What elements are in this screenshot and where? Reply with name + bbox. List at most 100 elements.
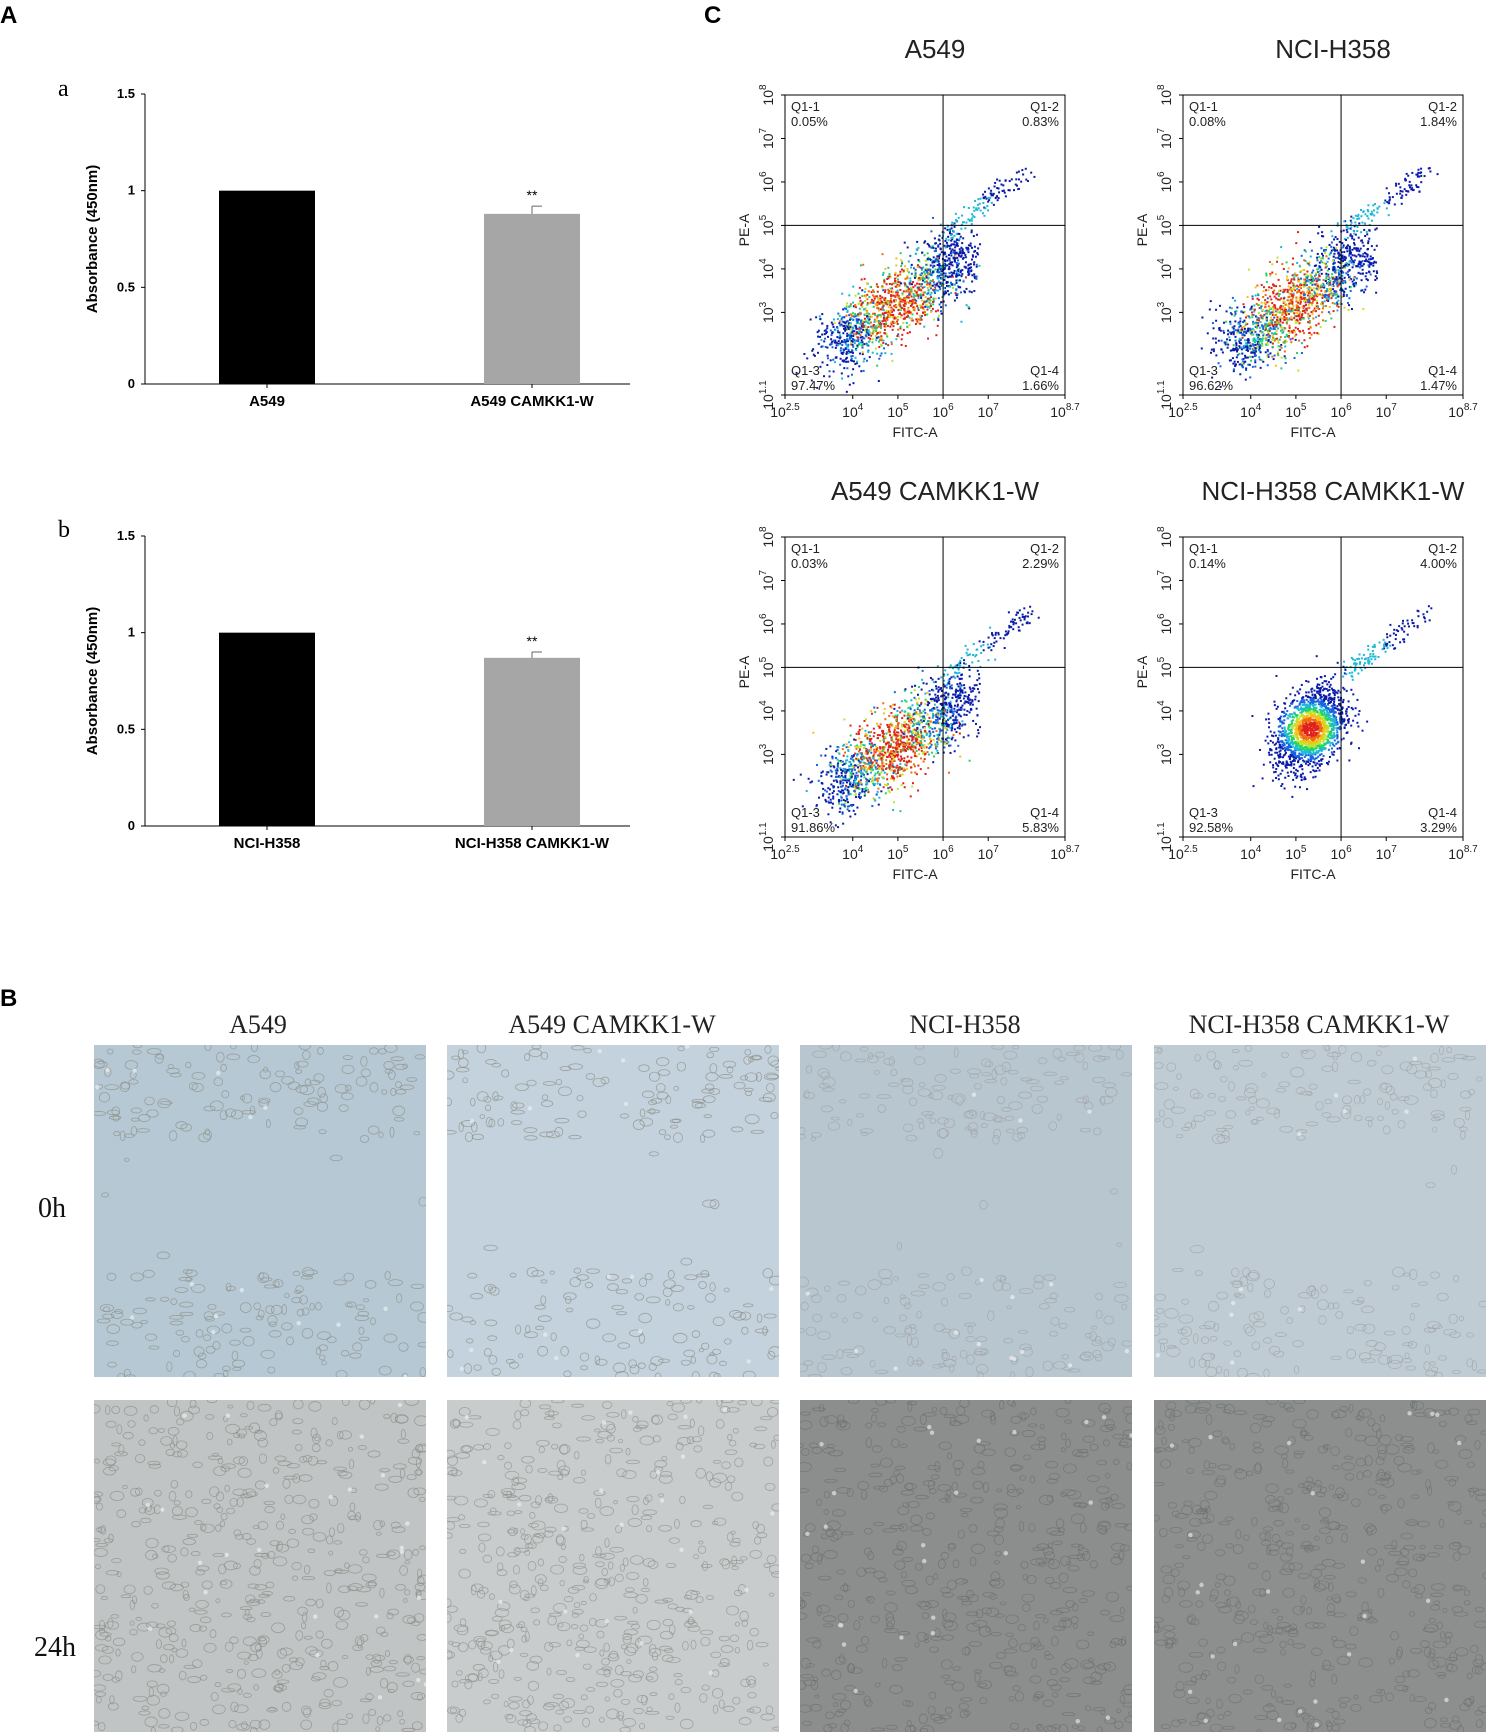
quadrant-percent: 4.00%: [1420, 556, 1457, 571]
scatter-points: [792, 605, 1040, 829]
flow-plot-title: NCI-H358 CAMKK1-W: [1202, 476, 1465, 506]
y-tick-label: 105: [758, 656, 776, 678]
x-tick-label: 105: [1285, 844, 1307, 862]
x-tick-label: 105: [1285, 402, 1307, 420]
quadrant-label: Q1-4: [1428, 363, 1457, 378]
x-tick-label: 106: [932, 402, 954, 420]
bar: [219, 190, 315, 384]
bar-chart-a: 0 0.5 1 1.5 Absorbance (450nm) A549 A549 CAMKK…: [84, 86, 630, 410]
significance-label: **: [527, 187, 538, 203]
image-background: [447, 1045, 779, 1377]
panel-label-C: C: [704, 2, 722, 29]
wound-column-title-a549-camkk1-w: A549 CAMKK1-W: [508, 1010, 716, 1039]
cell-texture: [1154, 1400, 1486, 1732]
flow-plot-nci-h358-camkk1-w: NCI-H358 CAMKK1-W Q1-10.14% Q1-24.00% Q1-39…: [1134, 476, 1478, 882]
y-tick-label: 0.5: [117, 279, 135, 294]
wound-image-0h-col4: [1154, 1045, 1486, 1377]
x-tick-label: 106: [932, 844, 954, 862]
y-tick-label: 101.1: [758, 822, 776, 852]
flow-plot-a549-camkk1-w: A549 CAMKK1-W Q1-10.03% Q1-22.29% Q1-391.86…: [736, 476, 1080, 882]
wound-column-title-a549: A549: [229, 1010, 287, 1039]
x-tick-label: 108.7: [1050, 402, 1080, 420]
x-axis-label: FITC-A: [892, 866, 938, 882]
quadrant-percent: 3.29%: [1420, 820, 1457, 835]
quadrant-label: Q1-1: [1189, 99, 1218, 114]
wound-image-0h-col1: [94, 1045, 426, 1377]
y-tick-label: 106: [758, 613, 776, 635]
x-tick-label: 107: [978, 844, 1000, 862]
wound-row-label-0h: 0h: [38, 1193, 66, 1224]
x-tick-label: 108.7: [1448, 844, 1478, 862]
quadrant-label: Q1-4: [1030, 805, 1059, 820]
y-tick-label: 0: [128, 818, 135, 833]
y-tick-label: 108: [1156, 84, 1174, 106]
y-tick-label: 106: [1156, 171, 1174, 193]
y-axis-label: Absorbance (450nm): [84, 607, 101, 755]
y-tick-label: 0: [128, 376, 135, 391]
x-axis-label: FITC-A: [892, 424, 938, 440]
panel-label-B: B: [0, 985, 18, 1012]
image-background: [94, 1045, 426, 1377]
flow-plot-nci-h358: NCI-H358 Q1-10.08% Q1-21.84% Q1-396.62% Q1-4…: [1134, 34, 1478, 440]
y-tick-label: 103: [1156, 743, 1174, 765]
image-background: [94, 1400, 426, 1732]
quadrant-label: Q1-3: [1189, 805, 1218, 820]
x-tick-label: 108.7: [1448, 402, 1478, 420]
y-tick-label: 101.1: [758, 380, 776, 410]
wound-image-24h-col1: [94, 1400, 426, 1732]
y-tick-label: 104: [758, 700, 776, 722]
quadrant-label: Q1-2: [1030, 99, 1059, 114]
y-tick-label: 104: [758, 258, 776, 280]
bar: [219, 632, 315, 826]
quadrant-percent: 1.66%: [1022, 378, 1059, 393]
quadrant-label: Q1-4: [1428, 805, 1457, 820]
y-tick-label: 103: [758, 743, 776, 765]
y-tick-label: 101.1: [1156, 380, 1174, 410]
cell-texture: [94, 1045, 426, 1377]
y-tick-label: 108: [758, 526, 776, 548]
scatter-points: [795, 167, 1036, 393]
wound-image-24h-col2: [447, 1400, 779, 1732]
quadrant-percent: 0.05%: [791, 114, 828, 129]
quadrant-percent: 0.08%: [1189, 114, 1226, 129]
y-tick-label: 104: [1156, 258, 1174, 280]
wound-column-title-nci-h358: NCI-H358: [909, 1010, 1021, 1039]
x-axis-label: FITC-A: [1290, 866, 1336, 882]
quadrant-percent: 1.84%: [1420, 114, 1457, 129]
x-tick-label: NCI-H358: [234, 835, 301, 852]
quadrant-label: Q1-2: [1428, 99, 1457, 114]
y-tick-label: 1.5: [117, 528, 135, 543]
quadrant-label: Q1-2: [1428, 541, 1457, 556]
quadrant-percent: 0.14%: [1189, 556, 1226, 571]
y-tick-label: 107: [758, 569, 776, 591]
x-tick-label: 104: [1240, 844, 1262, 862]
quadrant-percent: 5.83%: [1022, 820, 1059, 835]
y-tick-label: 104: [1156, 700, 1174, 722]
y-tick-label: 105: [1156, 656, 1174, 678]
y-tick-label: 106: [1156, 613, 1174, 635]
quadrant-label: Q1-1: [791, 541, 820, 556]
significance-label: **: [527, 633, 538, 649]
y-tick-label: 107: [758, 127, 776, 149]
y-axis-label: PE-A: [736, 655, 752, 688]
y-axis-label: PE-A: [1134, 655, 1150, 688]
cell-texture: [447, 1045, 779, 1377]
wound-row-label-24h: 24h: [34, 1632, 76, 1663]
quadrant-label: Q1-1: [1189, 541, 1218, 556]
x-tick-label: 104: [1240, 402, 1262, 420]
y-tick-label: 108: [758, 84, 776, 106]
x-tick-label: 106: [1330, 844, 1352, 862]
image-background: [1154, 1400, 1486, 1732]
y-tick-label: 105: [758, 214, 776, 236]
x-tick-label: A549 CAMKK1-W: [470, 393, 594, 410]
bar-chart-b: 0 0.5 1 1.5 Absorbance (450nm) NCI-H358 NCI-H3…: [84, 528, 630, 852]
quadrant-percent: 91.86%: [791, 820, 836, 835]
image-background: [1154, 1045, 1486, 1377]
y-tick-label: 1: [128, 625, 135, 640]
bar: [484, 213, 580, 384]
quadrant-percent: 0.83%: [1022, 114, 1059, 129]
bar: [484, 657, 580, 826]
quadrant-label: Q1-2: [1030, 541, 1059, 556]
x-tick-label: 104: [842, 402, 864, 420]
y-tick-label: 1: [128, 183, 135, 198]
